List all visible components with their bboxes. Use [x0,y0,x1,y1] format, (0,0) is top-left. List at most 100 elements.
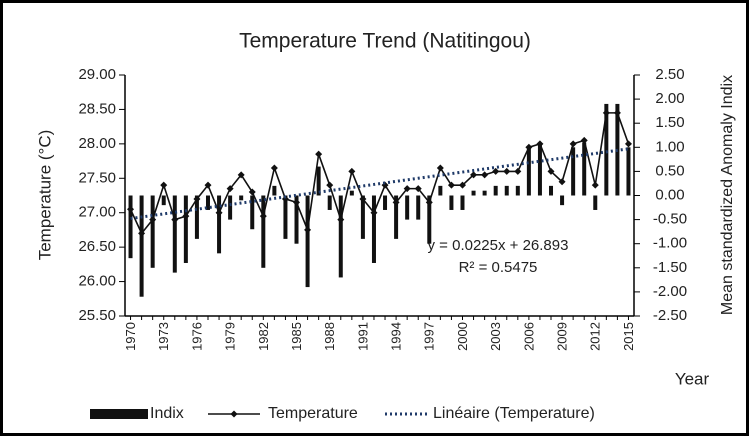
bar [228,195,233,220]
marker [436,164,444,172]
y2-tick-label: 1.00 [655,138,684,155]
marker [237,171,245,179]
bar [217,195,222,254]
bar [549,185,554,196]
bar [316,166,321,196]
bar [460,195,465,210]
y-tick-label: 27.00 [78,204,116,221]
marker [315,150,323,158]
marker [337,216,345,224]
bar [239,195,244,201]
y2-tick-label: 2.00 [655,90,684,107]
bar [383,195,388,210]
marker [182,212,190,220]
x-tick-label: 1982 [256,322,271,351]
bar [438,185,443,196]
marker [492,167,500,175]
marker [613,109,621,117]
bar [449,195,454,210]
marker [259,212,267,220]
marker [359,195,367,203]
marker [569,140,577,148]
y-tick-label: 28.50 [78,100,116,117]
marker [270,164,278,172]
x-tick-label: 1991 [355,322,370,351]
bar [504,185,509,196]
marker [536,140,544,148]
bar [582,142,587,196]
x-tick-label: 1997 [422,322,437,351]
bar [405,195,410,220]
y2-tick-label: -1.00 [653,235,687,252]
y-tick-label: 26.50 [78,238,116,255]
annotation: R² = 0.5475 [459,259,538,276]
x-tick-label: 1973 [156,322,171,351]
marker [215,209,223,217]
y-tick-label: 26.00 [78,273,116,290]
bar [560,195,565,206]
x-tick-label: 1994 [389,322,404,351]
bar [371,195,376,263]
legend-marker [230,410,238,418]
x-tick-label: 1988 [322,322,337,351]
bar [593,195,598,210]
bar [172,195,177,273]
bar [283,195,288,239]
marker [281,195,289,203]
bar [626,147,631,196]
y2-tick-label: 2.50 [655,66,684,83]
x-tick-label: 1985 [289,322,304,351]
x-tick-label: 2012 [588,322,603,351]
legend-label: Indix [150,405,184,422]
marker [392,198,400,206]
bar [205,195,210,210]
y2-tick-label: -2.50 [653,307,687,324]
temperature-line [129,112,630,235]
bar [471,190,476,196]
bar [416,195,421,220]
bar [360,195,365,239]
bar [482,190,487,196]
y-tick-label: 27.50 [78,169,116,186]
marker [458,181,466,189]
y-tick-label: 28.00 [78,135,116,152]
trend-line [130,147,629,221]
x-tick-label: 2009 [555,322,570,351]
marker [503,167,511,175]
bar [394,195,399,239]
marker [558,178,566,186]
marker [304,226,312,234]
legend-swatch [90,409,148,419]
bar [150,195,155,268]
marker [602,109,610,117]
bar [161,195,166,206]
bar [493,185,498,196]
marker [193,195,201,203]
marker [414,185,422,193]
bar [272,185,277,196]
marker [226,185,234,193]
y2-tick-label: 0.50 [655,162,684,179]
marker [525,143,533,151]
bar [327,195,332,210]
marker [293,198,301,206]
bar [537,142,542,196]
bar [194,195,199,239]
x-tick-label: 1979 [223,322,238,351]
y2-axis-label: Mean standardized Anomaly Indix [719,75,736,315]
bar [139,195,144,297]
marker [470,171,478,179]
legend-label: Temperature [268,405,358,422]
bar [526,147,531,196]
y-axis-label: Temperature (°C) [35,130,54,261]
bar [515,185,520,196]
marker [138,229,146,237]
y-tick-label: 25.50 [78,307,116,324]
bar [427,195,432,244]
marker [348,167,356,175]
y2-tick-label: -0.50 [653,211,687,228]
marker [370,209,378,217]
y2-tick-label: -2.00 [653,283,687,300]
bar [250,195,255,230]
